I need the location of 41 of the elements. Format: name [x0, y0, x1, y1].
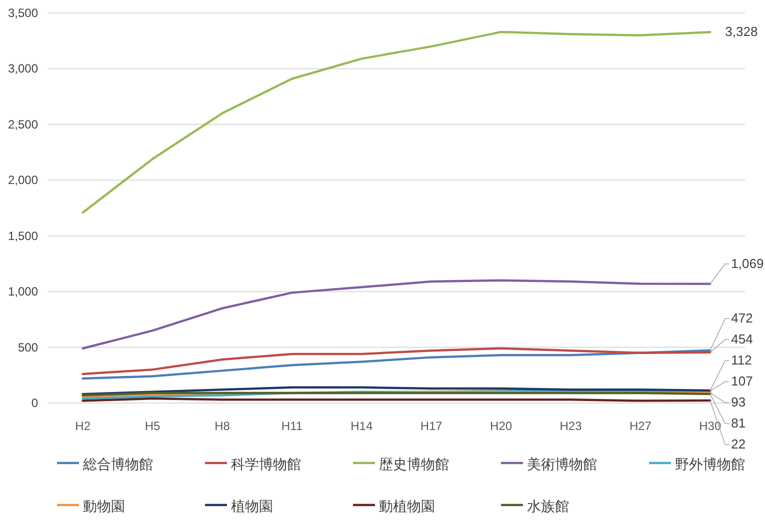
legend-label: 野外博物館: [675, 456, 745, 472]
data-label: 93: [731, 394, 746, 410]
x-tick-label: H8: [214, 419, 230, 433]
data-label: 81: [731, 416, 746, 431]
data-label: 454: [731, 332, 753, 347]
legend-label: 美術博物館: [527, 456, 597, 472]
data-label: 112: [731, 352, 752, 368]
data-label: 3,328: [725, 24, 758, 40]
legend-label: 動物園: [83, 498, 125, 514]
line-series: [82, 279, 712, 350]
legend-label: 科学博物館: [231, 456, 301, 472]
x-tick-label: H23: [560, 419, 582, 433]
x-tick-label: H14: [350, 419, 373, 433]
y-tick-label: 2,000: [8, 173, 38, 188]
data-label: 1,069: [731, 256, 764, 271]
x-tick-label: H30: [699, 419, 722, 433]
x-tick-label: H27: [629, 419, 652, 433]
legend-label: 歴史博物館: [379, 456, 449, 472]
x-tick-label: H5: [144, 419, 161, 433]
line-series: [82, 30, 712, 214]
y-tick-label: 2,500: [8, 117, 38, 132]
x-tick-label: H20: [490, 419, 512, 433]
data-label: 107: [731, 374, 753, 389]
y-tick-label: 3,500: [8, 6, 38, 20]
data-label: 472: [731, 310, 753, 326]
x-tick-label: H2: [75, 419, 91, 433]
y-tick-label: 500: [18, 340, 38, 354]
legend-label: 総合博物館: [82, 456, 153, 472]
data-label: 22: [731, 436, 746, 452]
y-tick-label: 0: [31, 396, 38, 410]
legend-label: 水族館: [527, 498, 569, 514]
y-tick-label: 3,000: [8, 62, 38, 76]
y-tick-label: 1,000: [8, 284, 38, 299]
y-tick-label: 1,500: [8, 228, 38, 243]
legend-label: 植物園: [231, 498, 273, 514]
x-tick-label: H17: [420, 419, 443, 433]
legend-label: 動植物園: [379, 498, 435, 514]
x-tick-label: H11: [281, 419, 303, 433]
line-series: [82, 349, 712, 380]
line-series: [82, 347, 712, 376]
line-series: [82, 386, 712, 396]
